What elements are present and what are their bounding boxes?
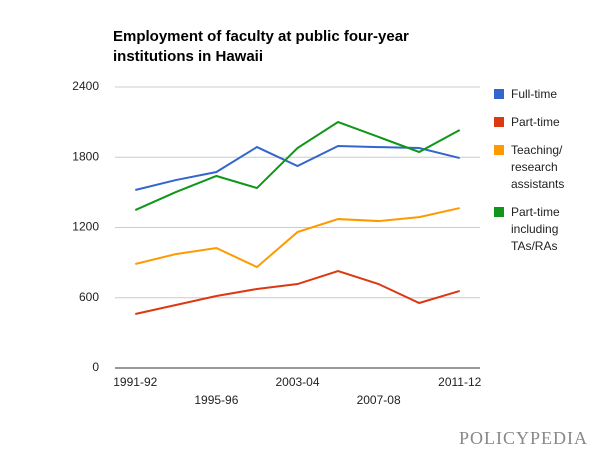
- y-tick-label: 1800: [72, 149, 99, 163]
- legend-swatch: [494, 117, 504, 127]
- series-line: [135, 207, 460, 269]
- x-tick-label: 2007-08: [357, 393, 401, 407]
- brand-logo: POLICYPEDIA: [458, 428, 588, 448]
- legend-label: Full-time: [511, 87, 558, 101]
- legend-label: Part-time: [511, 115, 560, 129]
- x-tick-label: 1995-96: [194, 393, 238, 407]
- y-tick-label: 0: [92, 360, 99, 374]
- y-tick-label: 600: [79, 290, 99, 304]
- series-line: [134, 120, 461, 211]
- legend-label: Part-time including TAs/RAs: [511, 205, 560, 253]
- legend-swatch: [494, 207, 504, 217]
- y-tick-label: 1200: [72, 220, 99, 234]
- series-line: [135, 145, 460, 192]
- y-tick-label: 2400: [72, 79, 99, 93]
- legend-item: Teaching/ research assistants: [494, 142, 589, 193]
- legend-swatch: [494, 145, 504, 155]
- legend-swatch: [494, 89, 504, 99]
- chart-title: Employment of faculty at public four-yea…: [113, 28, 409, 65]
- x-tick-label: 2003-04: [275, 375, 319, 389]
- x-tick-label: 1991-92: [113, 375, 157, 389]
- series-line: [135, 270, 461, 316]
- legend-item: Part-time including TAs/RAs: [494, 204, 589, 255]
- legend-label: Teaching/ research assistants: [511, 143, 565, 191]
- legend: Full-time Part-time Teaching/ research ass…: [494, 86, 589, 266]
- x-tick-label: 2011-12: [438, 375, 481, 389]
- legend-item: Part-time: [494, 114, 589, 131]
- legend-item: Full-time: [494, 86, 589, 103]
